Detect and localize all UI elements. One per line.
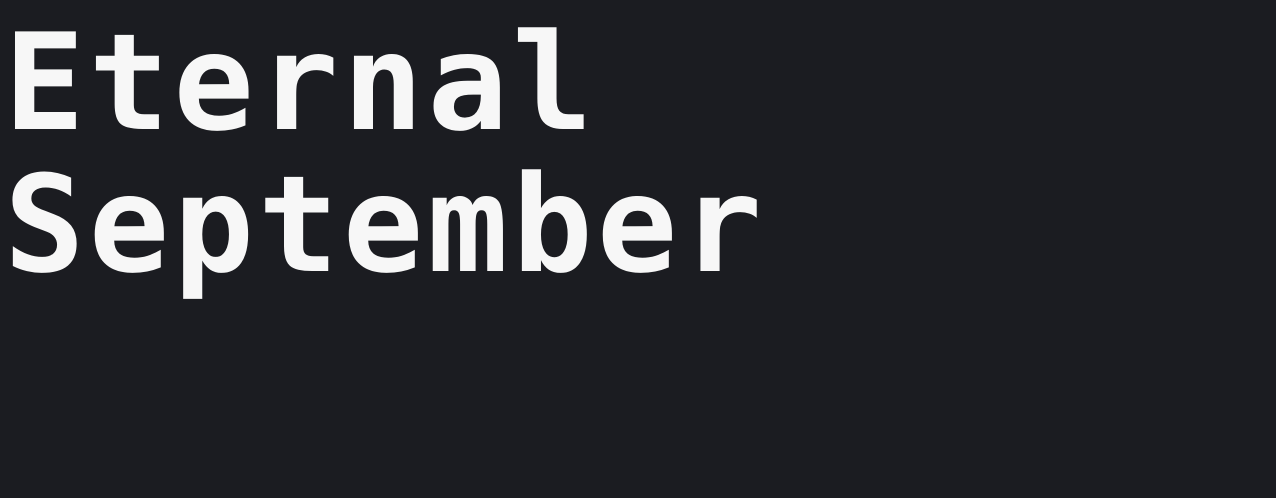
headline-line-2: September	[4, 147, 767, 303]
headline-title: Eternal September	[4, 12, 766, 296]
headline-line-1: Eternal	[4, 5, 597, 161]
